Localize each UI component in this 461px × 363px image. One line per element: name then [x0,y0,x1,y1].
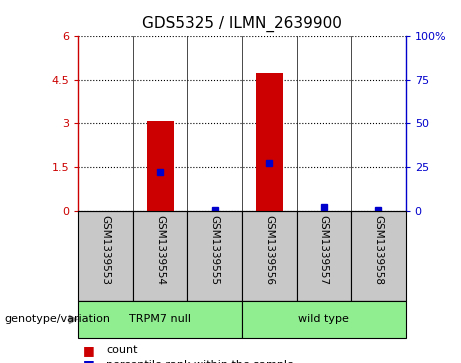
Text: percentile rank within the sample: percentile rank within the sample [106,360,294,363]
Bar [256,73,283,211]
Title: GDS5325 / ILMN_2639900: GDS5325 / ILMN_2639900 [142,16,342,32]
Bar [351,211,406,301]
Text: GSM1339556: GSM1339556 [264,215,274,285]
Text: ■: ■ [83,344,95,357]
Text: count: count [106,345,137,355]
Text: GSM1339557: GSM1339557 [319,215,329,285]
Bar [78,211,133,301]
Text: genotype/variation: genotype/variation [5,314,111,325]
Bar [242,301,406,338]
Text: GSM1339553: GSM1339553 [100,215,111,285]
Bar [296,211,351,301]
Text: GSM1339554: GSM1339554 [155,215,165,285]
Text: wild type: wild type [298,314,349,325]
Bar [242,211,296,301]
Text: TRPM7 null: TRPM7 null [129,314,191,325]
Text: ■: ■ [83,358,95,363]
Text: GSM1339558: GSM1339558 [373,215,384,285]
Bar [147,121,174,211]
Bar [188,211,242,301]
Bar [78,301,242,338]
Bar [133,211,188,301]
Text: GSM1339555: GSM1339555 [210,215,220,285]
